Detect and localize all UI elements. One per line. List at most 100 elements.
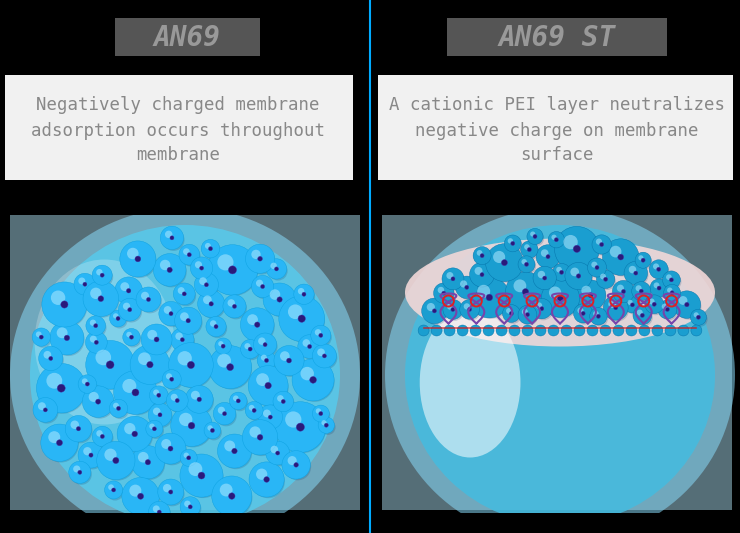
- Circle shape: [127, 288, 131, 293]
- Circle shape: [434, 283, 454, 303]
- Circle shape: [192, 260, 214, 281]
- Circle shape: [546, 255, 550, 259]
- Circle shape: [590, 308, 607, 325]
- Circle shape: [567, 265, 593, 291]
- Circle shape: [535, 269, 557, 291]
- Circle shape: [218, 341, 223, 346]
- Circle shape: [83, 282, 87, 286]
- Circle shape: [269, 289, 280, 300]
- Circle shape: [179, 413, 192, 426]
- Circle shape: [565, 262, 592, 289]
- Circle shape: [175, 307, 202, 334]
- Circle shape: [263, 409, 271, 417]
- Circle shape: [195, 261, 202, 268]
- Circle shape: [205, 243, 211, 249]
- Circle shape: [269, 261, 288, 280]
- Circle shape: [249, 462, 284, 497]
- Circle shape: [197, 276, 219, 298]
- Circle shape: [462, 302, 480, 321]
- Circle shape: [266, 286, 297, 317]
- Circle shape: [480, 273, 484, 277]
- Circle shape: [44, 408, 47, 412]
- Circle shape: [679, 296, 687, 305]
- Circle shape: [574, 245, 580, 253]
- Circle shape: [670, 278, 673, 282]
- Circle shape: [165, 231, 172, 238]
- Circle shape: [169, 392, 189, 413]
- Circle shape: [626, 264, 648, 286]
- Circle shape: [649, 260, 668, 279]
- Circle shape: [269, 415, 272, 419]
- Circle shape: [641, 258, 645, 262]
- Circle shape: [218, 354, 231, 368]
- Circle shape: [650, 279, 668, 297]
- Circle shape: [469, 277, 510, 318]
- Circle shape: [135, 256, 141, 262]
- Circle shape: [282, 451, 310, 479]
- Circle shape: [514, 279, 526, 292]
- Circle shape: [633, 271, 638, 275]
- Circle shape: [559, 270, 564, 274]
- Circle shape: [113, 403, 119, 409]
- Circle shape: [581, 311, 585, 316]
- Circle shape: [473, 247, 491, 265]
- Circle shape: [158, 479, 184, 505]
- Circle shape: [149, 424, 155, 429]
- Circle shape: [204, 242, 221, 260]
- Circle shape: [123, 328, 140, 346]
- Circle shape: [308, 344, 312, 349]
- Circle shape: [658, 300, 677, 319]
- Circle shape: [451, 308, 455, 311]
- Circle shape: [121, 282, 130, 291]
- Circle shape: [258, 405, 283, 429]
- Circle shape: [599, 272, 616, 290]
- Circle shape: [76, 276, 97, 296]
- Circle shape: [187, 361, 195, 368]
- Circle shape: [575, 280, 606, 310]
- Circle shape: [117, 280, 144, 306]
- Circle shape: [633, 306, 652, 325]
- Circle shape: [175, 286, 196, 306]
- Circle shape: [96, 269, 103, 276]
- Circle shape: [653, 263, 659, 270]
- Circle shape: [166, 373, 172, 379]
- Circle shape: [38, 346, 63, 370]
- Circle shape: [311, 325, 331, 345]
- Circle shape: [544, 282, 580, 319]
- Circle shape: [243, 342, 260, 360]
- Circle shape: [432, 309, 437, 313]
- Circle shape: [427, 303, 435, 311]
- Circle shape: [493, 251, 505, 263]
- Circle shape: [161, 439, 171, 449]
- Circle shape: [132, 389, 139, 396]
- Circle shape: [442, 291, 445, 295]
- Circle shape: [178, 287, 185, 294]
- Circle shape: [593, 311, 599, 317]
- Circle shape: [652, 325, 663, 336]
- Circle shape: [424, 301, 448, 325]
- Circle shape: [691, 325, 702, 336]
- Circle shape: [138, 452, 149, 463]
- Circle shape: [531, 298, 552, 319]
- Circle shape: [220, 483, 232, 496]
- Circle shape: [652, 302, 656, 306]
- Circle shape: [164, 306, 172, 314]
- Circle shape: [56, 440, 62, 446]
- Circle shape: [281, 400, 285, 403]
- Circle shape: [506, 308, 512, 313]
- Circle shape: [122, 379, 136, 393]
- Circle shape: [477, 285, 490, 298]
- Circle shape: [204, 422, 221, 439]
- Circle shape: [145, 459, 150, 465]
- Circle shape: [224, 440, 235, 451]
- Circle shape: [444, 270, 465, 291]
- Circle shape: [613, 280, 634, 303]
- Circle shape: [124, 423, 135, 434]
- Circle shape: [635, 309, 653, 326]
- Circle shape: [171, 405, 212, 447]
- Circle shape: [647, 297, 665, 315]
- Circle shape: [171, 394, 178, 401]
- Circle shape: [115, 277, 143, 305]
- Circle shape: [200, 266, 204, 270]
- Circle shape: [693, 312, 707, 327]
